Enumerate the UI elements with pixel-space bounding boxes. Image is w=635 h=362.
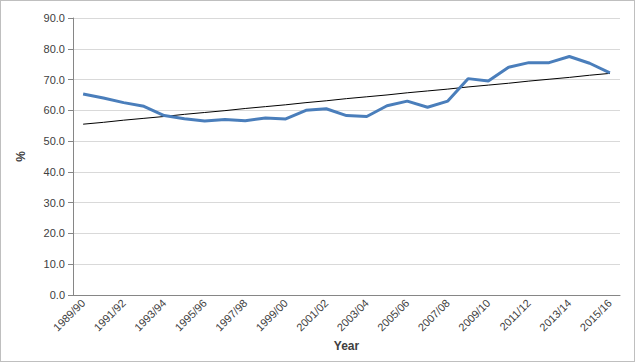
svg-text:80.0: 80.0 [44,43,65,55]
svg-text:90.0: 90.0 [44,12,65,24]
svg-text:0.0: 0.0 [50,289,65,301]
svg-text:1999/00: 1999/00 [253,297,290,334]
svg-text:2009/10: 2009/10 [456,297,493,334]
svg-text:1991/92: 1991/92 [91,297,128,334]
svg-text:70.0: 70.0 [44,74,65,86]
svg-text:2001/02: 2001/02 [294,297,331,334]
svg-text:1995/96: 1995/96 [172,297,209,334]
svg-text:50.0: 50.0 [44,135,65,147]
svg-text:Year: Year [334,339,360,353]
svg-text:2011/12: 2011/12 [497,297,533,333]
svg-text:1989/90: 1989/90 [51,297,88,334]
svg-text:2015/16: 2015/16 [578,297,615,334]
svg-text:%: % [14,151,28,162]
svg-text:2007/08: 2007/08 [415,297,452,334]
svg-text:2003/04: 2003/04 [334,297,371,334]
svg-text:2013/14: 2013/14 [537,297,574,334]
svg-text:1997/98: 1997/98 [213,297,250,334]
svg-text:60.0: 60.0 [44,104,65,116]
svg-text:10.0: 10.0 [44,258,65,270]
svg-text:20.0: 20.0 [44,227,65,239]
svg-text:2005/06: 2005/06 [375,297,412,334]
svg-text:1993/94: 1993/94 [132,297,169,334]
svg-text:40.0: 40.0 [44,166,65,178]
svg-text:30.0: 30.0 [44,197,65,209]
